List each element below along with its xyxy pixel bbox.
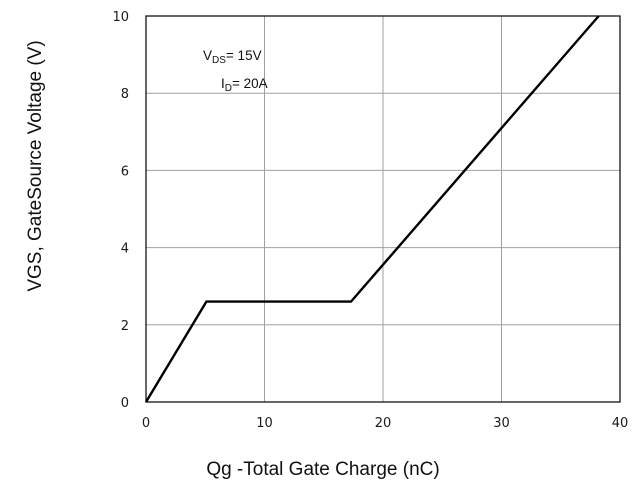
y-tick-label-2: 2 — [121, 319, 129, 334]
x-tick-label-0: 0 — [142, 416, 150, 431]
series-line-vgs-vs-qg — [144, 15, 600, 403]
x-axis-label: Qg -Total Gate Charge (nC) — [206, 459, 439, 480]
annotation-vds-prefix: V — [203, 48, 212, 63]
annotation-id-subscript: D — [225, 83, 232, 94]
y-tick-label-4: 4 — [121, 242, 129, 257]
annotation-vds-suffix: = 15V — [226, 48, 262, 63]
y-axis-label: VGS, GateSource Voltage (V) — [25, 40, 46, 291]
grid-lines — [146, 16, 620, 402]
annotation-id-suffix: = 20A — [232, 76, 268, 91]
annotation-vds: VDS= 15V — [203, 48, 262, 66]
x-tick-label-30: 30 — [493, 416, 510, 431]
annotation-id-prefix: I — [221, 76, 225, 91]
y-tick-label-0: 0 — [121, 396, 129, 411]
x-tick-label-40: 40 — [612, 416, 629, 431]
annotation-id: ID= 20A — [221, 76, 268, 94]
annotation-vds-subscript: DS — [212, 55, 226, 66]
y-tick-label-10: 10 — [112, 10, 129, 25]
y-tick-label-8: 8 — [121, 87, 129, 102]
x-tick-label-10: 10 — [256, 416, 273, 431]
y-tick-label-6: 6 — [121, 164, 129, 179]
tick-labels: 0 10 20 30 40 0 2 4 6 8 10 — [112, 10, 628, 431]
x-tick-label-20: 20 — [375, 416, 392, 431]
plot-frame — [145, 15, 621, 403]
